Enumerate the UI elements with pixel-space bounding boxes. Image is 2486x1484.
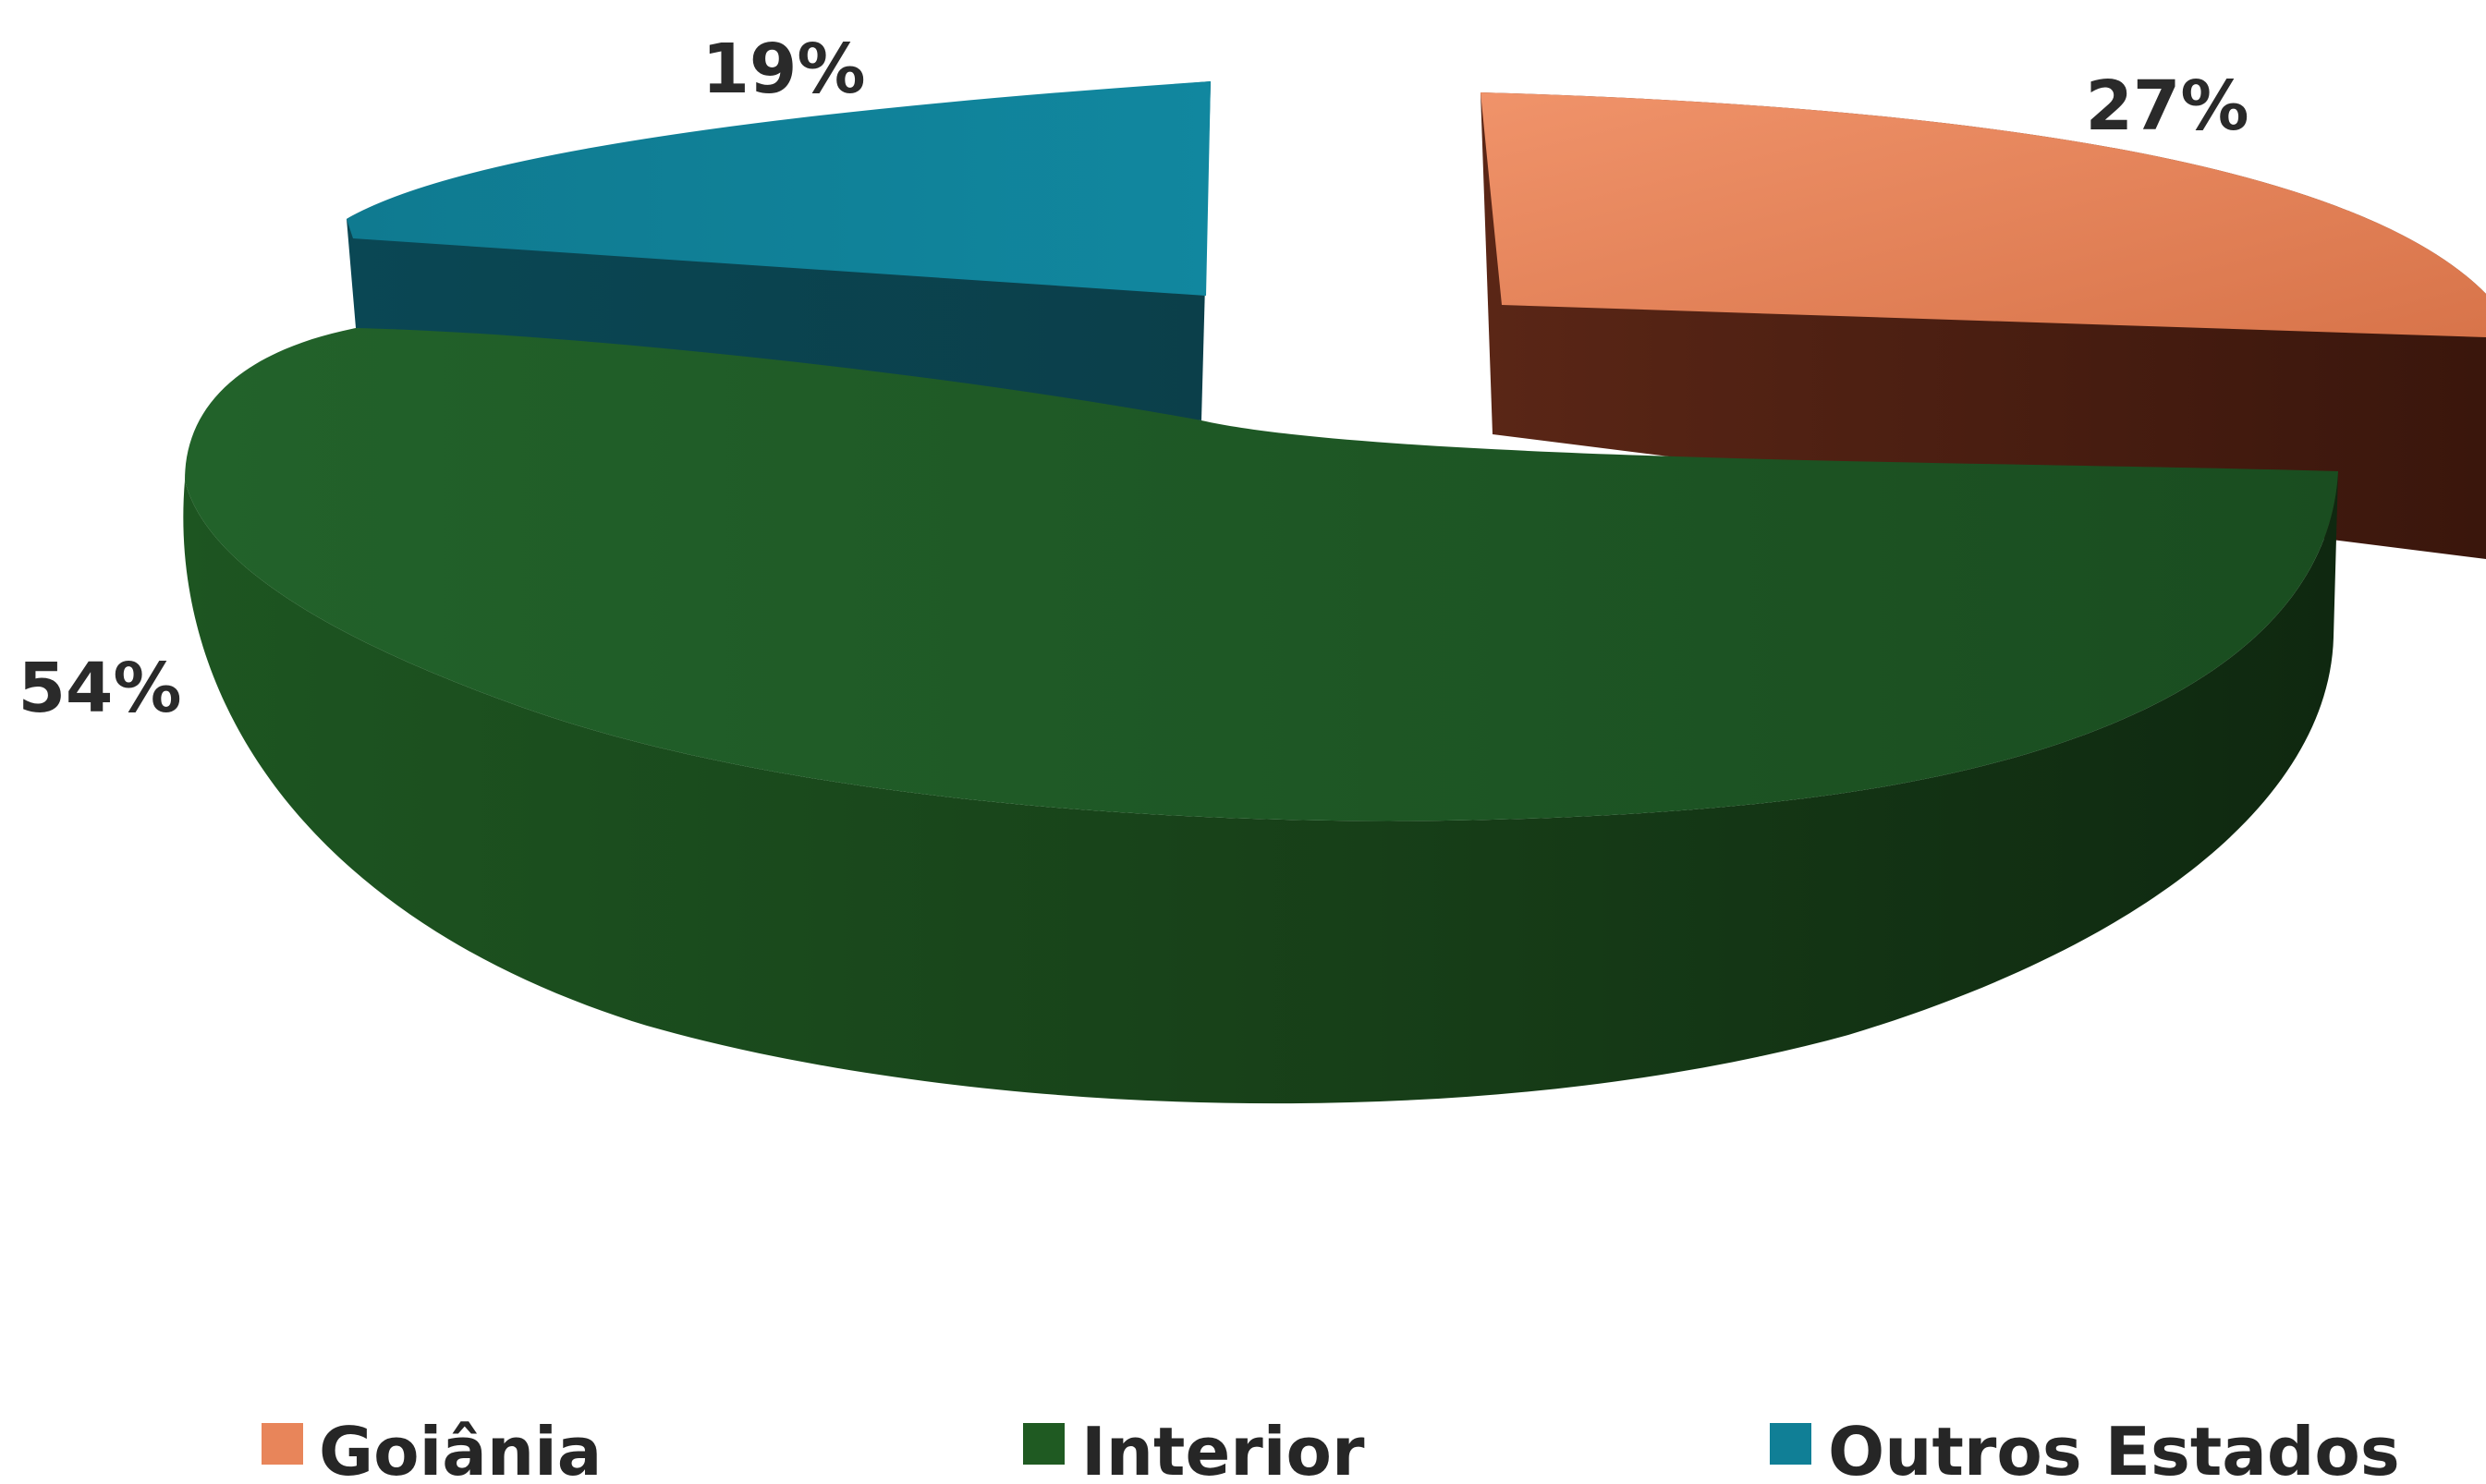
slice-interior-side	[183, 471, 2339, 1104]
legend: Goiânia Interior Outros Estados	[262, 1413, 2400, 1484]
slice-goiania	[1481, 92, 2486, 559]
label-goiania: 27%	[2085, 67, 2248, 146]
label-outros-estados: 19%	[701, 30, 865, 109]
legend-swatch-outros-estados	[1770, 1423, 1811, 1465]
slice-interior	[183, 328, 2339, 1104]
legend-item-interior: Interior	[1023, 1413, 1365, 1484]
legend-label-goiania: Goiânia	[319, 1413, 602, 1484]
slice-outros-estados-top	[347, 81, 1211, 296]
legend-swatch-goiania	[262, 1423, 303, 1465]
legend-label-interior: Interior	[1081, 1413, 1365, 1484]
slice-interior-top	[185, 328, 2338, 821]
slice-outros-estados	[347, 81, 1211, 420]
slice-goiania-top	[1481, 92, 2486, 337]
legend-item-outros-estados: Outros Estados	[1770, 1413, 2400, 1484]
legend-label-outros-estados: Outros Estados	[1828, 1413, 2400, 1484]
label-interior: 54%	[18, 649, 181, 728]
legend-swatch-interior	[1023, 1423, 1065, 1465]
legend-item-goiania: Goiânia	[262, 1413, 602, 1484]
